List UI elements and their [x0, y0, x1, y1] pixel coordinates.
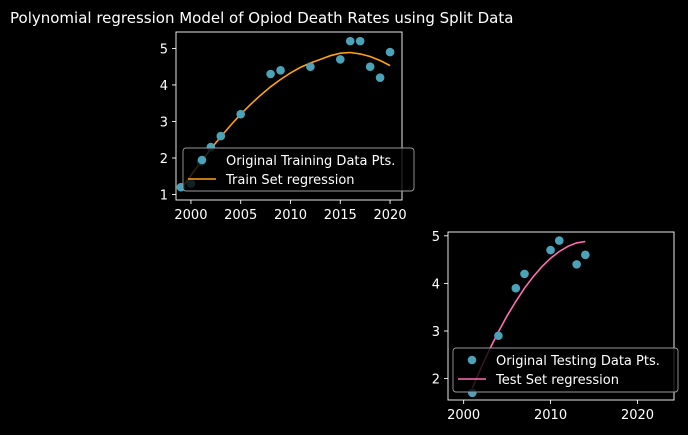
train-data-point — [375, 73, 385, 82]
train-x-tick-label: 2005 — [224, 208, 257, 223]
train-y-tick-label: 1 — [160, 189, 168, 204]
train-x-tick-label: 2000 — [174, 208, 207, 223]
train-data-point — [306, 62, 315, 71]
train-y-tick-label: 4 — [160, 79, 168, 94]
test-data-point — [572, 260, 581, 269]
test-axes: 2000 2010 2020 2 3 4 5 Original Testing Data Pt… — [432, 230, 679, 423]
train-y-tick-label: 3 — [160, 115, 168, 130]
test-regression-line — [471, 240, 586, 389]
test-data-point — [511, 283, 521, 293]
test-x-tick-label: 2020 — [621, 408, 654, 423]
train-x-tick-label: 2020 — [374, 208, 407, 223]
test-legend-marker — [467, 355, 477, 365]
train-legend: Original Training Data Pts. Train Set reg… — [182, 147, 415, 192]
test-legend-label-line: Test Set regression — [495, 373, 619, 388]
test-data-point — [554, 236, 564, 245]
train-axes-frame — [175, 31, 403, 201]
train-legend-box — [182, 147, 415, 192]
test-x-tick-label: 2010 — [534, 408, 567, 423]
train-data-point — [236, 109, 246, 119]
train-data-point — [276, 66, 285, 75]
train-x-tick-label: 2015 — [324, 208, 357, 223]
train-data-point — [365, 62, 375, 71]
train-data-point — [355, 36, 365, 46]
train-regression-line — [180, 51, 391, 190]
train-data-point — [335, 55, 345, 64]
test-y-tick-label: 5 — [432, 230, 440, 245]
train-x-tick-label: 2010 — [274, 208, 307, 223]
test-plot-area — [468, 236, 590, 398]
test-legend: Original Testing Data Pts. Test Set regre… — [452, 347, 679, 393]
train-y-tick-label: 5 — [160, 42, 168, 57]
test-data-point — [494, 331, 503, 341]
test-y-tick-label: 3 — [432, 325, 440, 340]
test-y-tick-label: 4 — [432, 277, 440, 292]
train-data-point — [216, 131, 226, 141]
chart-title: Polynomial regression Model of Opiod Dea… — [10, 9, 513, 27]
test-data-point — [581, 250, 590, 260]
train-legend-label-line: Train Set regression — [225, 173, 355, 188]
train-y-tick-label: 2 — [160, 152, 168, 167]
test-data-point — [546, 245, 555, 255]
test-data-point — [520, 269, 529, 279]
train-data-point — [345, 36, 355, 46]
test-legend-box — [452, 347, 679, 393]
train-legend-marker — [197, 155, 207, 165]
test-axes-frame — [447, 231, 675, 401]
test-y-tick-label: 2 — [432, 373, 440, 388]
test-legend-label-points: Original Testing Data Pts. — [496, 354, 660, 369]
train-legend-label-points: Original Training Data Pts. — [226, 154, 395, 169]
train-data-point — [266, 69, 275, 79]
train-data-point — [385, 47, 395, 57]
train-axes: 2000 2005 2010 2015 2020 1 2 3 4 5 Original Traini… — [160, 31, 415, 223]
test-x-tick-label: 2000 — [447, 408, 480, 423]
